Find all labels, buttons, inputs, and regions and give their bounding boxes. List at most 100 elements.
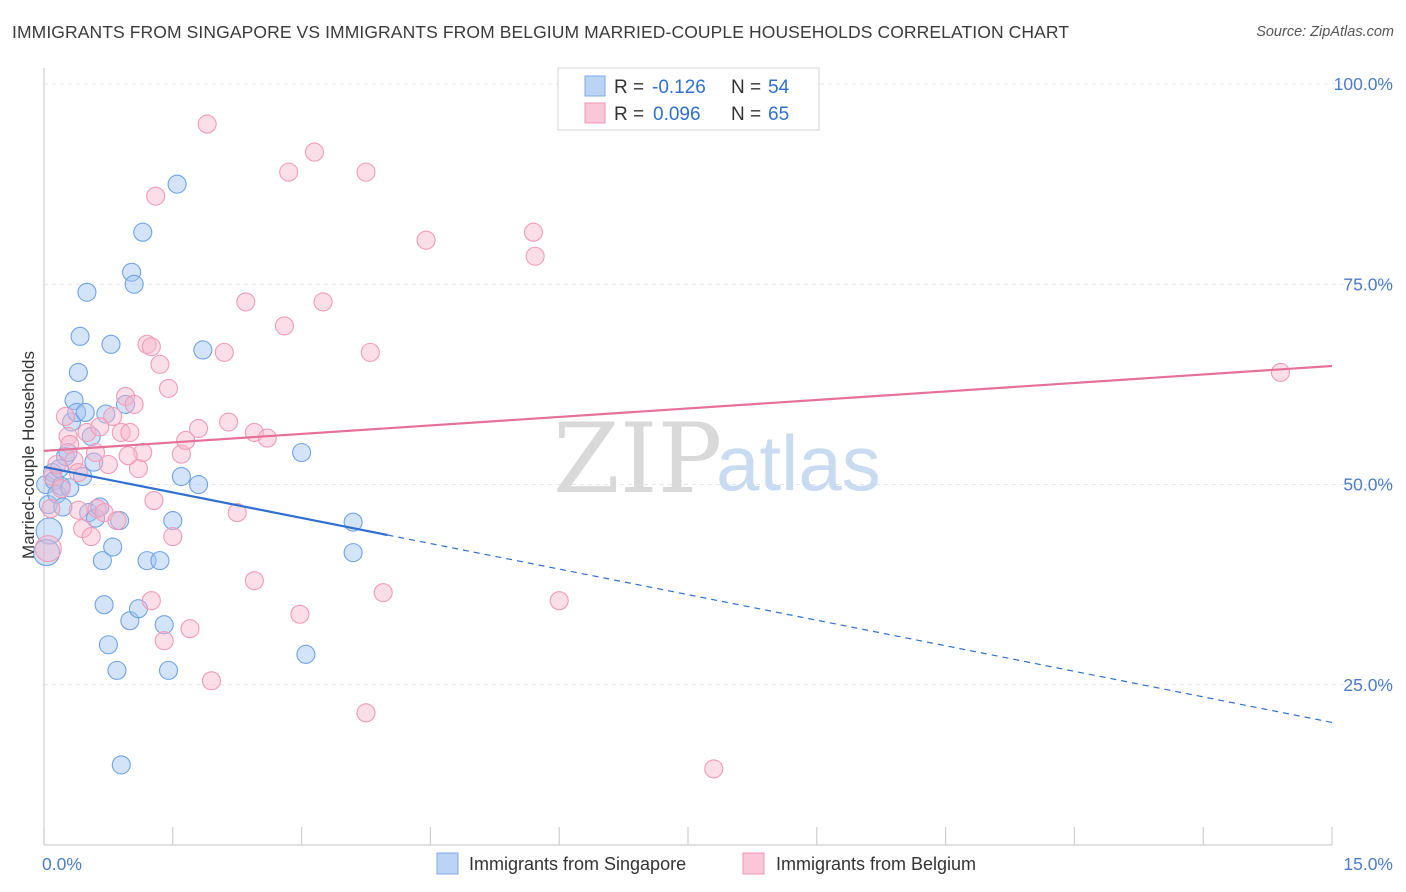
belgium-point bbox=[81, 527, 101, 547]
x-tick-label: 15.0% bbox=[1343, 854, 1393, 874]
watermark-zip: ZIP bbox=[553, 403, 722, 515]
singapore-point bbox=[163, 511, 183, 531]
singapore-point bbox=[70, 326, 90, 346]
belgium-point bbox=[313, 292, 333, 312]
belgium-point bbox=[141, 337, 161, 357]
legend-belgium-r-label: R = bbox=[614, 104, 644, 125]
belgium-point bbox=[279, 162, 299, 182]
watermark-atlas: atlas bbox=[716, 419, 881, 507]
belgium-trend-line bbox=[43, 364, 1333, 452]
singapore-trend-extension bbox=[387, 534, 1333, 724]
trend-lines bbox=[43, 364, 1333, 724]
belgium-point bbox=[219, 412, 239, 432]
singapore-point bbox=[154, 615, 174, 635]
singapore-points bbox=[33, 174, 363, 775]
singapore-point bbox=[292, 442, 312, 463]
singapore-point bbox=[133, 222, 153, 242]
belgium-point bbox=[118, 446, 138, 466]
belgium-point bbox=[214, 342, 234, 362]
belgium-point bbox=[704, 759, 724, 779]
belgium-point bbox=[51, 478, 71, 499]
x-tick-marks bbox=[43, 827, 1333, 845]
singapore-point bbox=[92, 551, 112, 571]
bottom-legend-singapore-swatch bbox=[436, 852, 459, 875]
legend-belgium-swatch bbox=[584, 102, 606, 124]
singapore-point bbox=[111, 755, 131, 775]
belgium-point bbox=[180, 619, 200, 639]
bottom-legend-belgium-swatch bbox=[742, 852, 765, 875]
bottom-legend-singapore-label: Immigrants from Singapore bbox=[469, 854, 686, 874]
belgium-point bbox=[77, 422, 97, 443]
bottom-legend: Immigrants from Singapore Immigrants fro… bbox=[436, 852, 976, 875]
belgium-point bbox=[124, 394, 144, 414]
singapore-trend-line bbox=[43, 465, 388, 537]
belgium-point bbox=[120, 422, 140, 443]
y-tick-label: 25.0% bbox=[1343, 675, 1393, 695]
singapore-point bbox=[75, 402, 95, 422]
belgium-point bbox=[90, 417, 110, 437]
source-label: Source: ZipAtlas.com bbox=[1256, 24, 1394, 40]
belgium-point bbox=[523, 222, 543, 242]
belgium-point bbox=[189, 418, 209, 439]
belgium-point bbox=[236, 292, 256, 312]
belgium-point bbox=[356, 703, 376, 723]
legend-singapore-r-label: R = bbox=[614, 77, 644, 98]
belgium-point bbox=[158, 378, 179, 398]
y-tick-label: 100.0% bbox=[1334, 74, 1393, 94]
legend-singapore-r-value: -0.126 bbox=[652, 77, 706, 98]
belgium-point bbox=[290, 604, 310, 624]
singapore-point bbox=[189, 474, 209, 495]
singapore-point bbox=[122, 262, 142, 282]
y-tick-labels: 100.0% 75.0% 50.0% 25.0% bbox=[1334, 74, 1393, 695]
legend-singapore-swatch bbox=[584, 75, 606, 97]
singapore-point bbox=[193, 340, 213, 360]
belgium-point bbox=[58, 426, 78, 447]
belgium-point bbox=[163, 527, 183, 547]
belgium-point bbox=[146, 186, 166, 206]
singapore-point bbox=[68, 362, 88, 382]
belgium-points bbox=[34, 114, 1291, 779]
singapore-point bbox=[101, 334, 121, 354]
legend-belgium-n-label: N = bbox=[731, 104, 761, 125]
belgium-point bbox=[34, 535, 62, 563]
y-axis-label: Married-couple Households bbox=[19, 351, 38, 559]
y-tick-label: 75.0% bbox=[1343, 274, 1393, 294]
x-tick-labels: 0.0% 15.0% bbox=[42, 854, 1393, 874]
singapore-point bbox=[61, 412, 82, 432]
belgium-point bbox=[64, 450, 84, 471]
singapore-point bbox=[150, 551, 170, 571]
belgium-point bbox=[244, 571, 264, 591]
belgium-point bbox=[144, 491, 164, 511]
belgium-point bbox=[150, 354, 170, 374]
singapore-point bbox=[296, 644, 316, 664]
belgium-point bbox=[360, 342, 380, 362]
belgium-point bbox=[416, 230, 436, 250]
singapore-point bbox=[103, 537, 123, 557]
singapore-point bbox=[64, 390, 84, 410]
belgium-point bbox=[128, 458, 149, 479]
belgium-point bbox=[107, 511, 127, 531]
belgium-point bbox=[197, 114, 217, 134]
singapore-point bbox=[98, 635, 118, 655]
belgium-point bbox=[227, 503, 247, 523]
belgium-point bbox=[1270, 362, 1291, 382]
belgium-point bbox=[274, 316, 294, 336]
belgium-point bbox=[257, 428, 277, 448]
singapore-point bbox=[158, 660, 179, 680]
chart-title: IMMIGRANTS FROM SINGAPORE VS IMMIGRANTS … bbox=[12, 22, 1070, 42]
belgium-point bbox=[525, 246, 545, 266]
singapore-point bbox=[53, 497, 73, 517]
legend-belgium-n-value: 65 bbox=[768, 104, 789, 125]
y-tick-label: 50.0% bbox=[1343, 475, 1393, 495]
singapore-point bbox=[167, 174, 187, 194]
belgium-point bbox=[356, 162, 376, 182]
belgium-point bbox=[41, 499, 61, 519]
singapore-point bbox=[343, 543, 363, 563]
grid-lines bbox=[44, 83, 1392, 686]
belgium-point bbox=[98, 454, 118, 475]
x-tick-label: 0.0% bbox=[42, 854, 82, 874]
belgium-point bbox=[373, 583, 393, 603]
belgium-point bbox=[304, 142, 325, 162]
singapore-point bbox=[84, 452, 104, 472]
